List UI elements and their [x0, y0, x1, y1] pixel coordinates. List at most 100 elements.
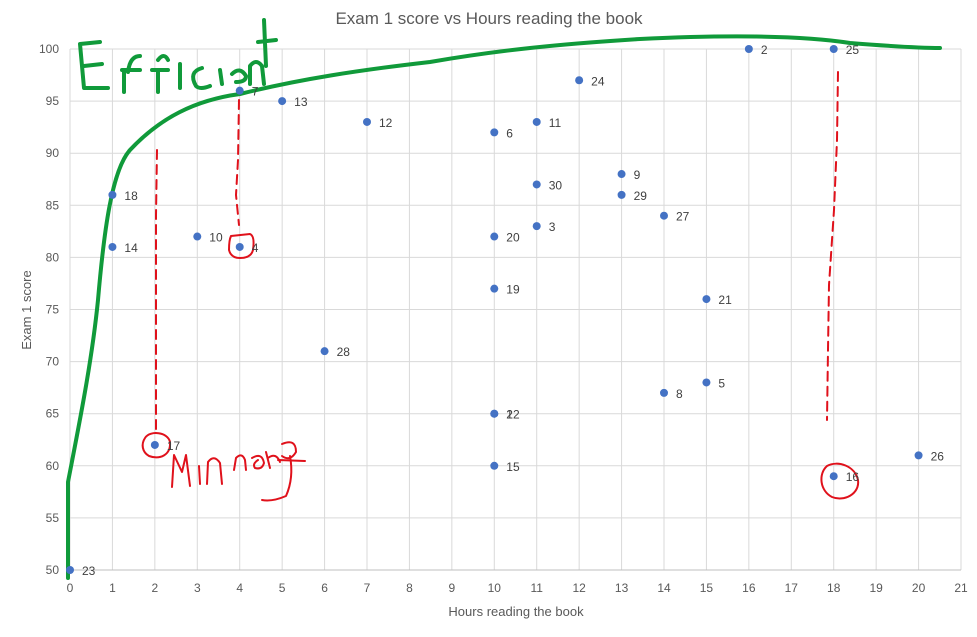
data-label: 7: [252, 85, 259, 99]
data-point: [532, 180, 541, 189]
data-point: [829, 472, 838, 481]
x-tick-label: 1: [109, 581, 116, 595]
data-label: 14: [124, 241, 138, 255]
y-tick-label: 65: [46, 407, 60, 421]
y-tick-label: 85: [46, 198, 60, 212]
min-range-handwriting: [171, 441, 306, 502]
y-tick-label: 70: [46, 355, 60, 369]
y-tick-label: 90: [46, 146, 60, 160]
data-points: [66, 45, 923, 574]
data-point: [660, 388, 668, 397]
data-label: 25: [846, 43, 860, 57]
x-tick-label: 2: [152, 581, 159, 595]
data-label: 19: [506, 283, 520, 297]
x-tick-label: 7: [364, 581, 371, 595]
y-tick-label: 75: [46, 303, 60, 317]
data-point: [108, 242, 117, 251]
y-tick-label: 100: [39, 42, 59, 56]
data-point: [660, 211, 668, 220]
efficient-frontier: [66, 18, 942, 580]
red-markup: [141, 71, 860, 502]
data-label: 21: [718, 293, 732, 307]
data-point: [193, 232, 202, 241]
data-point: [490, 232, 499, 241]
x-tick-label: 0: [67, 581, 74, 595]
data-label: 20: [506, 231, 520, 245]
y-tick-label: 60: [46, 459, 60, 473]
data-label: 9: [634, 168, 641, 182]
x-tick-label: 9: [449, 581, 456, 595]
y-tick-label: 95: [46, 94, 60, 108]
data-point: [702, 295, 711, 304]
data-point: [532, 117, 541, 126]
y-tick-label: 55: [46, 511, 60, 525]
data-point: [490, 409, 499, 418]
data-point: [702, 378, 711, 387]
data-label: 26: [931, 449, 945, 463]
x-tick-labels: 0 1 2 3 4 5 6 7 8 9 10 11 12 13 14 15 16 17 18 19 20 21: [67, 581, 968, 595]
data-label: 3: [549, 220, 556, 234]
gridlines: [69, 48, 962, 571]
data-point: [490, 284, 499, 293]
data-point: [914, 451, 923, 460]
data-point: [490, 128, 499, 137]
data-point: [66, 566, 74, 574]
data-point: [320, 347, 329, 356]
data-label: 17: [167, 439, 181, 453]
data-point: [278, 97, 287, 106]
data-label: 8: [676, 387, 683, 401]
x-tick-label: 18: [827, 581, 841, 595]
data-label: 30: [549, 178, 563, 192]
data-label: 2: [761, 43, 768, 57]
circle-point-17: [141, 432, 172, 459]
circle-point-16: [820, 462, 860, 500]
data-label: 27: [676, 210, 690, 224]
data-point: [575, 76, 584, 85]
data-label: 10: [209, 231, 223, 245]
data-point: [532, 222, 541, 231]
y-tick-label: 80: [46, 250, 60, 264]
x-tick-label: 13: [615, 581, 629, 595]
dashed-line-point-7: [234, 99, 240, 226]
data-point: [150, 440, 159, 449]
data-point: [617, 190, 626, 199]
x-tick-label: 21: [954, 581, 968, 595]
data-label: 24: [591, 74, 605, 88]
data-label: 4: [252, 241, 259, 255]
y-tick-label: 50: [46, 563, 60, 577]
efficient-handwriting: [78, 18, 278, 94]
data-label: 12: [379, 116, 393, 130]
chart-title: Exam 1 score vs Hours reading the book: [335, 9, 643, 28]
x-tick-label: 20: [912, 581, 926, 595]
x-tick-label: 16: [742, 581, 756, 595]
x-tick-label: 19: [869, 581, 883, 595]
x-tick-label: 11: [530, 581, 543, 595]
data-label: 28: [337, 345, 351, 359]
x-tick-label: 14: [657, 581, 671, 595]
x-tick-label: 3: [194, 581, 201, 595]
data-point: [744, 45, 753, 53]
data-point: [235, 242, 244, 251]
data-point: [108, 190, 117, 199]
y-axis-title: Exam 1 score: [19, 270, 34, 349]
x-tick-label: 4: [236, 581, 243, 595]
x-tick-label: 6: [321, 581, 328, 595]
dashed-line-point-25: [826, 71, 839, 421]
x-tick-label: 8: [406, 581, 413, 595]
data-label: 15: [506, 460, 520, 474]
data-label: 23: [82, 564, 96, 578]
data-label: 5: [718, 376, 725, 390]
x-tick-label: 17: [785, 581, 799, 595]
data-point: [235, 86, 244, 95]
data-label: 18: [124, 189, 138, 203]
data-point: [490, 461, 499, 470]
data-label: 29: [634, 189, 648, 203]
data-label: 22: [506, 408, 520, 422]
frontier-curve: [66, 34, 942, 580]
data-point: [363, 117, 371, 126]
data-label: 11: [549, 116, 562, 130]
y-tick-labels: 50 55 60 65 70 75 80 85 90 95 100: [39, 42, 59, 577]
min-range-dashed-line: [155, 149, 158, 431]
x-axis-title: Hours reading the book: [448, 604, 584, 619]
